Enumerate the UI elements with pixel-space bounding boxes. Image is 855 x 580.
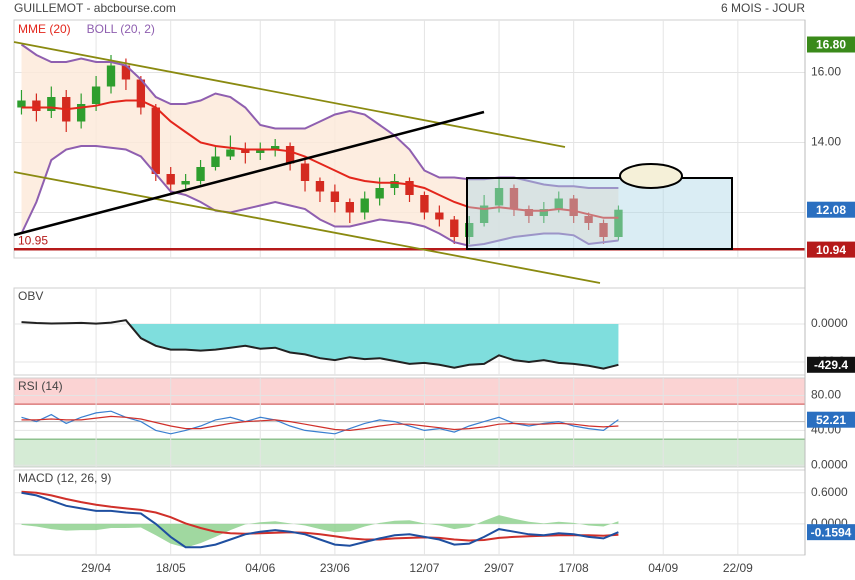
candle-body (76, 104, 86, 122)
candle-body (256, 149, 265, 153)
candle-body (345, 202, 354, 213)
price-tag (807, 524, 855, 541)
price-tag-label: 10.94 (816, 243, 846, 257)
indicator-line (21, 415, 619, 432)
x-tick-label: 23/06 (320, 561, 350, 575)
y-tick-label: 16.00 (811, 65, 841, 79)
candle-body (390, 181, 399, 188)
x-tick-label: 04/09 (648, 561, 678, 575)
macd-histogram (21, 515, 619, 548)
candle-body (375, 188, 384, 199)
price-tag-label: -0.1594 (811, 525, 852, 539)
candle-body (569, 198, 578, 216)
period: 6 MOIS - JOUR (721, 1, 805, 15)
panel-title: RSI (14) (18, 379, 63, 393)
candle-body (181, 181, 190, 185)
x-tick-label: 17/08 (559, 561, 589, 575)
x-tick-label: 18/05 (156, 561, 186, 575)
y-tick-label: 0.6000 (811, 485, 848, 499)
candle-body (241, 149, 250, 153)
price-tag (807, 356, 855, 373)
candle-body (360, 198, 369, 213)
x-tick-label: 12/07 (409, 561, 439, 575)
price-tag (807, 411, 855, 428)
candle-body (300, 163, 310, 181)
mme-line (21, 99, 619, 219)
y-tick-label: 0.0000 (811, 316, 848, 330)
band-lower-line (20, 145, 619, 247)
x-tick-label: 04/06 (245, 561, 275, 575)
candle-body (524, 209, 534, 216)
price-tag-label: 52.21 (816, 413, 846, 427)
candle-body (166, 174, 175, 185)
candle-body (121, 65, 131, 80)
candle-body (405, 181, 414, 195)
candle-body (539, 209, 548, 216)
candle-body (106, 65, 116, 87)
price-tag-label: -429.4 (814, 358, 848, 372)
candle-body (599, 223, 608, 237)
candle-body (450, 219, 459, 237)
price-tag-label: 16.80 (816, 38, 846, 52)
zone-ellipse (619, 163, 683, 189)
x-tick-label: 22/09 (723, 561, 753, 575)
band-fill (21, 44, 619, 246)
legend-entry: MME (20) (18, 22, 71, 36)
panel-title: OBV (18, 289, 43, 303)
candle-body (271, 146, 280, 150)
macd-line (21, 491, 619, 549)
candle-body (509, 188, 519, 209)
zone-rectangle (466, 177, 733, 250)
candle-body (32, 100, 41, 111)
candle-body (479, 205, 489, 223)
support-label: 10.95 (18, 233, 48, 247)
price-tag (807, 36, 855, 53)
price-tag-label: 12.08 (816, 203, 846, 217)
candle-body (47, 97, 56, 111)
candle-body (420, 195, 429, 213)
candle-body (465, 223, 474, 237)
candle-body (211, 156, 220, 167)
trend-line (13, 171, 601, 284)
candle-body (315, 181, 325, 192)
obv-fill (21, 323, 619, 369)
site-title: GUILLEMOT - abcbourse.com (14, 1, 176, 15)
candle-body (196, 167, 205, 181)
candle-body (91, 86, 101, 104)
overbought-band (14, 378, 805, 405)
candle-body (226, 149, 235, 157)
candle-body (435, 212, 444, 220)
candle-body (584, 216, 593, 223)
candle-body (17, 100, 26, 108)
obv-line (21, 319, 619, 370)
drawings (13, 41, 733, 284)
price-tag (807, 241, 855, 258)
x-tick-label: 29/04 (81, 561, 111, 575)
candle-body (136, 79, 146, 108)
candle-body (285, 146, 295, 164)
y-tick-label: 0.0000 (811, 457, 848, 471)
candle-body (614, 209, 623, 237)
legend-entry: BOLL (20, 2) (87, 22, 155, 36)
candle-body (330, 191, 340, 202)
trend-line (13, 110, 485, 237)
trend-line (13, 41, 566, 148)
price-tag (807, 201, 855, 218)
x-tick-label: 29/07 (484, 561, 514, 575)
candle-body (151, 107, 160, 174)
macd-line (21, 490, 619, 542)
y-tick-label: 14.00 (811, 135, 841, 149)
candle-body (554, 198, 563, 209)
panel-title: MACD (12, 26, 9) (18, 471, 111, 485)
oversold-band (14, 439, 805, 467)
y-tick-label: 80.00 (811, 388, 841, 402)
candle-body (494, 188, 504, 206)
